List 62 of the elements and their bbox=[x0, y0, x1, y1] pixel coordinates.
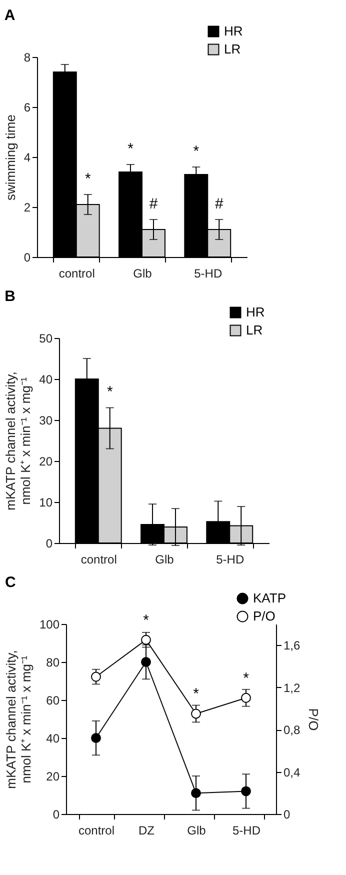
x-tick-label: control bbox=[58, 266, 95, 280]
annotation: * bbox=[143, 612, 150, 629]
point bbox=[91, 733, 101, 743]
y-axis-title: mKATP channel activity, nmol K⁺ x min⁻¹ x mg⁻¹ bbox=[3, 372, 34, 510]
y2-tick-label: 0 bbox=[284, 808, 290, 822]
chart-title: A bbox=[4, 7, 16, 24]
y-tick-label: 0 bbox=[46, 536, 53, 550]
legend-label: P/O bbox=[253, 608, 276, 624]
x-tick-label: DZ bbox=[138, 824, 154, 838]
x-tick-label: control bbox=[78, 824, 115, 838]
y-tick-label: 4 bbox=[24, 150, 31, 164]
point bbox=[91, 672, 101, 682]
y-tick-label: 100 bbox=[39, 618, 60, 632]
y-tick-label: 6 bbox=[24, 100, 31, 114]
point bbox=[141, 657, 151, 667]
y-tick-label: 30 bbox=[39, 414, 53, 428]
legend-label: HR bbox=[246, 304, 265, 320]
y2-axis-title: P/O bbox=[306, 708, 322, 731]
annotation: * bbox=[243, 670, 250, 687]
y2-tick-label: 0,4 bbox=[284, 765, 301, 780]
x-tick-label: 5-HD bbox=[216, 552, 244, 566]
annotation: * bbox=[193, 686, 200, 703]
chart-title: B bbox=[4, 288, 16, 305]
point bbox=[141, 634, 151, 645]
y-tick-label: 40 bbox=[39, 372, 53, 386]
point bbox=[241, 786, 251, 796]
x-tick-label: 5-HD bbox=[194, 266, 222, 280]
y-tick-label: 50 bbox=[39, 332, 53, 346]
legend-label: KATP bbox=[253, 590, 286, 606]
x-tick-label: Glb bbox=[187, 824, 206, 838]
annotation: * bbox=[84, 170, 91, 188]
y-tick-label: 60 bbox=[46, 694, 60, 708]
annotation: * bbox=[106, 384, 113, 401]
annotation: # bbox=[149, 196, 158, 212]
y-tick-label: 0 bbox=[24, 250, 31, 264]
point bbox=[191, 788, 201, 798]
legend-label: LR bbox=[246, 322, 263, 338]
legend-label: LR bbox=[224, 42, 241, 56]
y-tick-label: 2 bbox=[24, 200, 31, 214]
y2-tick-label: 1,6 bbox=[284, 638, 301, 653]
annotation: # bbox=[214, 196, 224, 212]
y-axis-title: swimming time bbox=[2, 114, 18, 200]
point bbox=[191, 708, 201, 719]
x-tick-label: Glb bbox=[155, 552, 174, 566]
y-tick-label: 10 bbox=[39, 496, 53, 510]
y2-tick-label: 1,2 bbox=[284, 680, 301, 695]
y-tick-label: 20 bbox=[39, 454, 53, 468]
chart-title: C bbox=[4, 574, 16, 591]
y-axis-title: mKATP channel activity, nmol K⁺ x min⁻¹ x mg⁻¹ bbox=[3, 650, 34, 789]
legend-label: HR bbox=[224, 24, 243, 38]
y-tick-label: 20 bbox=[46, 770, 60, 784]
y-tick-label: 40 bbox=[46, 732, 60, 746]
x-tick-label: 5-HD bbox=[232, 824, 261, 838]
x-tick-label: Glb bbox=[133, 266, 152, 280]
y-tick-label: 80 bbox=[46, 656, 60, 670]
y-tick-label: 0 bbox=[52, 808, 60, 822]
y-tick-label: 8 bbox=[24, 50, 31, 64]
y2-tick-label: 0,8 bbox=[284, 723, 301, 738]
x-tick-label: control bbox=[80, 552, 117, 566]
annotation: * bbox=[128, 140, 134, 158]
point bbox=[241, 692, 251, 703]
annotation: * bbox=[193, 143, 200, 160]
